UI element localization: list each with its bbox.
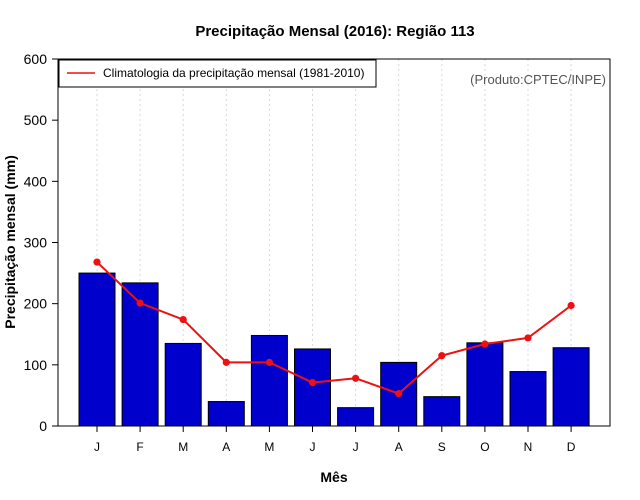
x-tick-label-10: N	[524, 440, 533, 454]
bar-5	[294, 348, 331, 427]
climatology-point-10	[524, 334, 532, 342]
climatology-point-0	[93, 258, 101, 266]
x-tick-label-8: S	[438, 440, 446, 454]
y-axis-label: Precipitação mensal (mm)	[2, 155, 18, 329]
x-tick-label-7: A	[395, 440, 403, 454]
y-tick-label-2: 200	[24, 296, 48, 312]
climatology-point-11	[567, 301, 575, 310]
y-tick-label-4: 400	[24, 173, 48, 189]
plot-frame	[57, 58, 611, 427]
y-tick-label-5: 500	[24, 112, 48, 128]
y-tick-label-3: 300	[24, 235, 48, 251]
bar-9	[466, 342, 504, 427]
climatology-series	[93, 258, 575, 398]
bar-2	[164, 342, 202, 427]
climatology-point-1	[136, 299, 144, 307]
x-tick-label-9: O	[480, 440, 489, 454]
climatology-point-2	[179, 315, 187, 324]
x-tick-label-3: A	[222, 440, 230, 454]
climatology-point-7	[395, 389, 403, 398]
x-tick-label-11: D	[567, 440, 576, 454]
x-tick-label-1: F	[136, 440, 143, 454]
climatology-point-9	[481, 340, 489, 348]
climatology-point-4	[265, 358, 273, 366]
legend: Climatologia da precipitação mensal (198…	[58, 59, 377, 88]
legend-entry-climatology: Climatologia da precipitação mensal (198…	[103, 66, 364, 80]
y-tick-label-0: 0	[39, 418, 47, 434]
bar-8	[423, 396, 461, 427]
climatology-line	[96, 261, 572, 395]
x-tick-label-4: M	[264, 440, 274, 454]
bar-0	[78, 272, 116, 427]
bar-3	[207, 401, 245, 427]
x-tick-label-0: J	[94, 440, 100, 454]
y-tick-label-1: 100	[24, 357, 48, 373]
bar-6	[337, 407, 375, 427]
axis-ticks: 0 100 200 300 400 500 600 J F M A M J J A S O N D	[24, 51, 576, 454]
x-tick-label-6: J	[353, 440, 359, 454]
bar-series	[78, 272, 590, 427]
climatology-point-5	[308, 378, 317, 387]
climatology-point-6	[352, 374, 360, 382]
bar-11	[552, 347, 590, 427]
x-tick-label-5: J	[310, 440, 316, 454]
climatology-point-3	[222, 358, 230, 366]
climatology-point-8	[438, 352, 446, 360]
chart-title: Precipitação Mensal (2016): Região 113	[195, 23, 474, 40]
x-tick-label-2: M	[178, 440, 188, 454]
y-tick-label-6: 600	[24, 51, 48, 67]
legend-box	[58, 59, 377, 88]
bar-10	[509, 371, 547, 427]
bar-4	[250, 334, 288, 427]
source-annotation: (Produto:CPTEC/INPE)	[470, 72, 606, 87]
x-axis-label: Mês	[320, 469, 347, 485]
